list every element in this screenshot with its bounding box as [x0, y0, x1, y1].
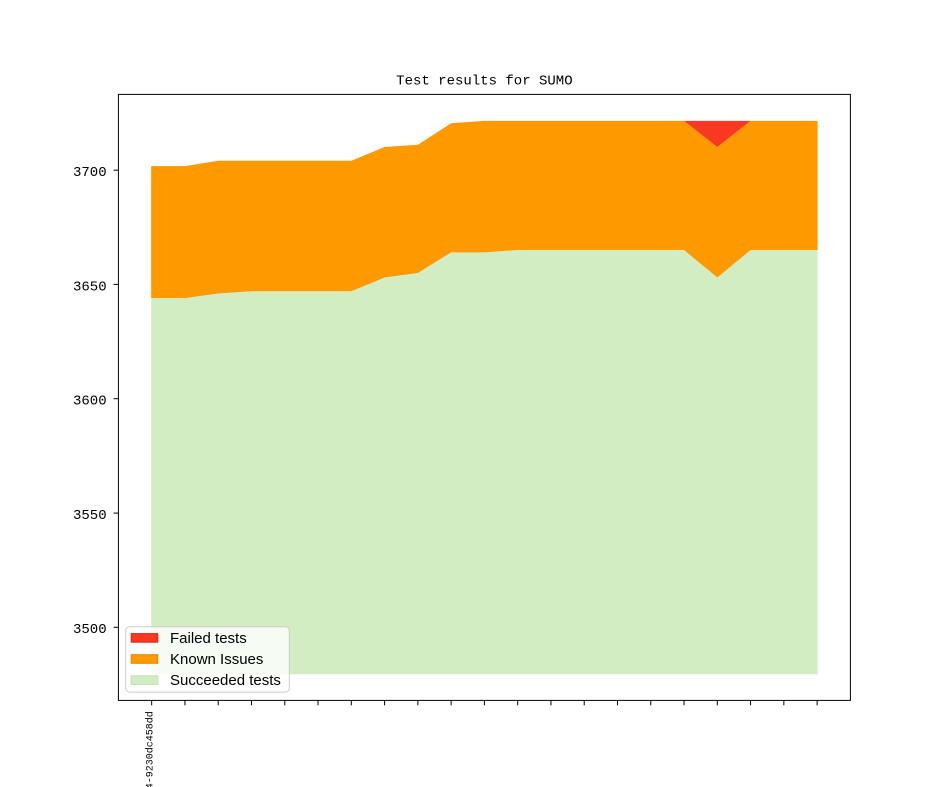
- svg-text:Known Issues: Known Issues: [170, 651, 263, 668]
- svg-text:3550: 3550: [73, 508, 107, 524]
- svg-text:Succeeded tests: Succeeded tests: [170, 672, 281, 689]
- svg-text:Failed tests: Failed tests: [170, 630, 247, 647]
- svg-text:3600: 3600: [73, 394, 107, 410]
- svg-text:Test results for SUMO: Test results for SUMO: [396, 74, 572, 90]
- svg-text:3650: 3650: [73, 279, 107, 295]
- svg-text:3500: 3500: [73, 622, 107, 638]
- svg-text:4-9230dc458dd: 4-9230dc458dd: [145, 711, 157, 787]
- svg-text:3700: 3700: [73, 165, 107, 181]
